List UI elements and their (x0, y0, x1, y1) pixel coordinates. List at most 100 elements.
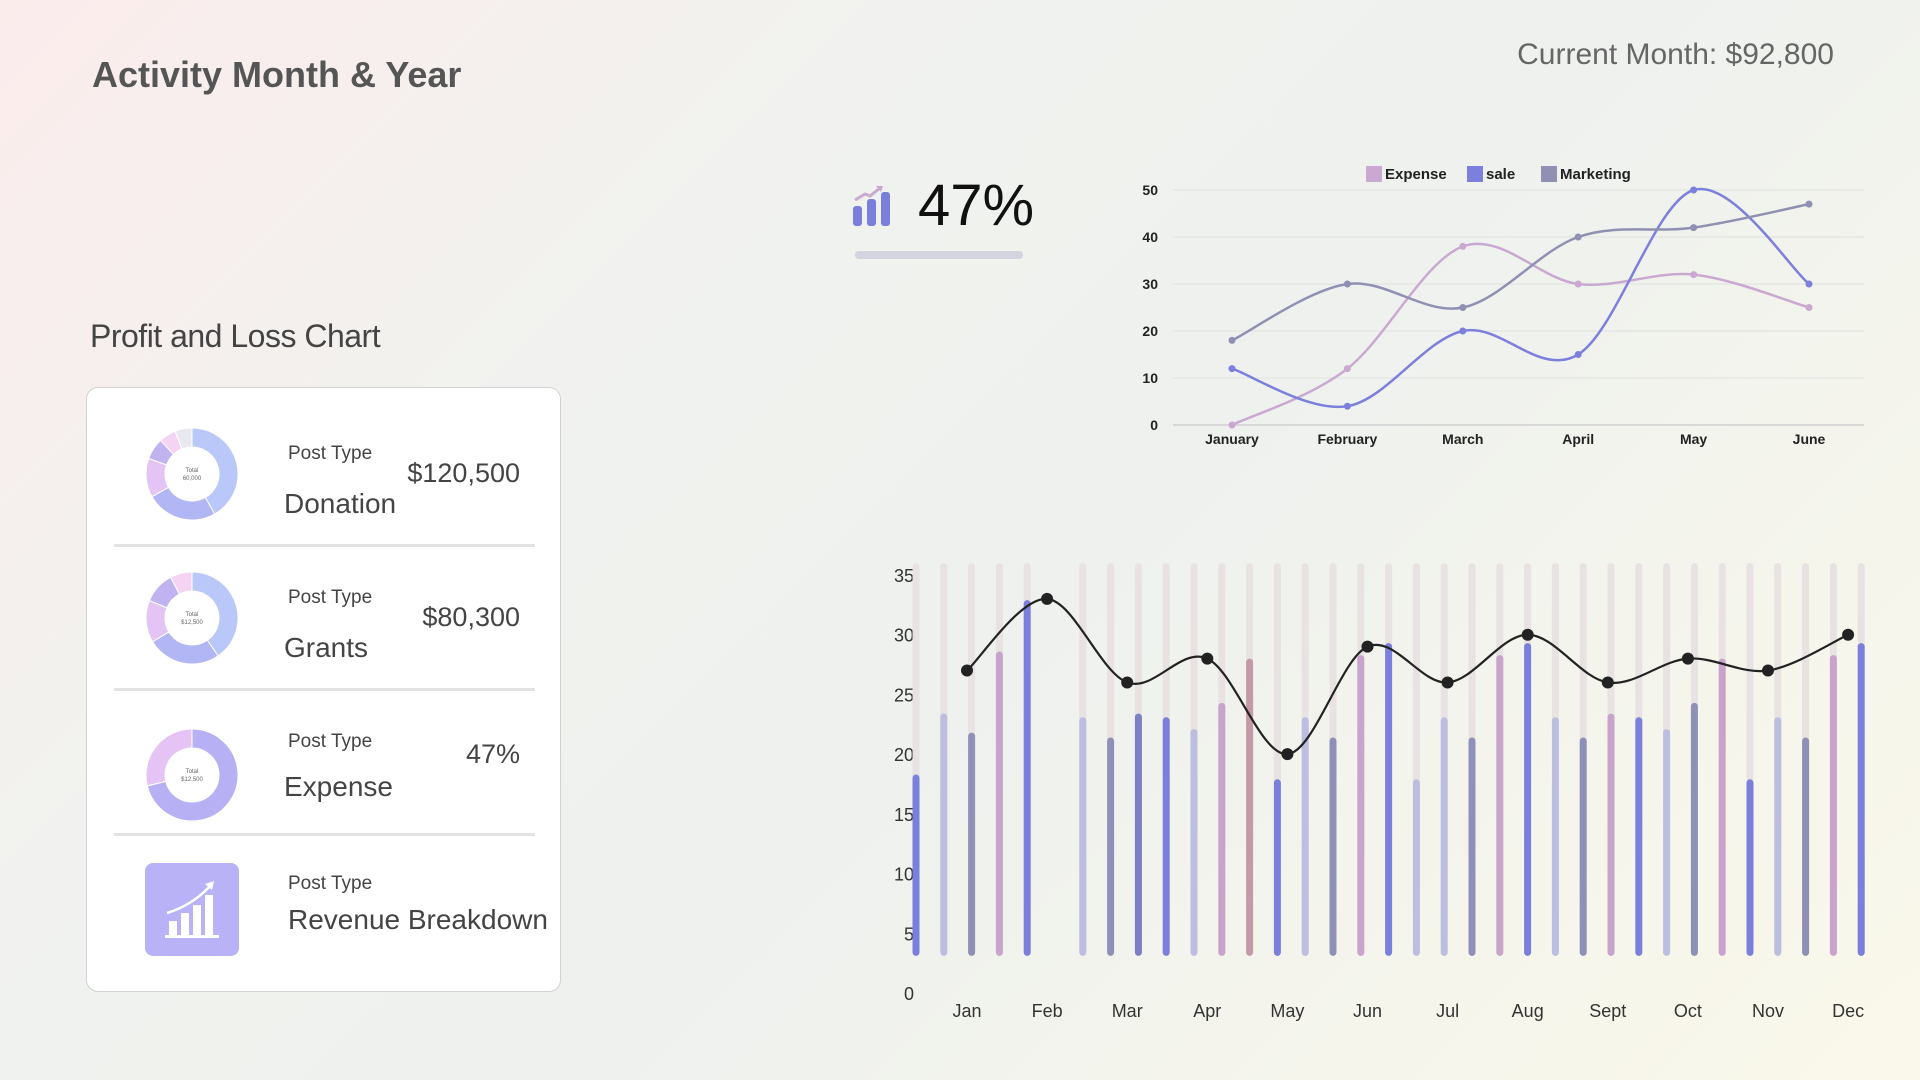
donut-total-value: 60,000 (183, 476, 202, 482)
data-point (1228, 421, 1236, 429)
trend-point (1842, 628, 1855, 641)
legend-label: Marketing (1560, 166, 1631, 183)
post-name: Revenue Breakdown (288, 904, 548, 935)
post-row-expense[interactable]: Total $12,500 Post Type Expense 47% (87, 676, 562, 822)
divider (114, 688, 535, 691)
post-type-label: Post Type (288, 587, 373, 608)
post-value: $120,500 (407, 458, 520, 488)
x-tick-label: Mar (1112, 1001, 1143, 1021)
x-tick-label: Sept (1589, 1001, 1626, 1021)
post-name: Expense (284, 771, 393, 802)
grants-donut-chart: Total $12,500 (145, 571, 239, 665)
data-point (1805, 280, 1813, 288)
data-point (1805, 200, 1813, 208)
bar-chart-trend-icon (853, 186, 890, 226)
revenue-chart-icon (145, 863, 239, 956)
donut-segment (191, 427, 239, 515)
current-month-total: Current Month: $92,800 (1517, 38, 1834, 71)
data-point (1690, 186, 1698, 194)
y-tick-label: 15 (894, 805, 914, 825)
y-tick-label: 30 (894, 626, 914, 646)
divider (114, 544, 535, 547)
donut-total-value: $12,500 (181, 777, 203, 783)
post-row-grants[interactable]: Total $12,500 Post Type Grants $80,300 (87, 532, 562, 676)
y-tick-label: 10 (1142, 370, 1158, 386)
monthly-line-chart: 0 10 20 30 40 50 January February March April May J… (1142, 166, 1864, 447)
page-title: Activity Month & Year (92, 54, 462, 95)
data-point (1343, 365, 1351, 373)
legend-swatch (1467, 166, 1483, 182)
data-point (1228, 365, 1236, 373)
donut-total-label: Total (186, 468, 199, 474)
profit-loss-card: Total 60,000 Post Type Donation $120,500 … (86, 387, 561, 992)
legend-swatch (1541, 166, 1557, 182)
x-tick-label: Jan (952, 1001, 981, 1021)
donut-segment (146, 728, 239, 822)
donut-segment (169, 571, 193, 595)
post-name: Grants (284, 632, 369, 663)
trend-point (1361, 640, 1374, 653)
data-point (1228, 336, 1236, 344)
y-tick-label: 40 (1142, 229, 1158, 245)
expense-donut-chart: Total $12,500 (145, 728, 239, 822)
donut-segment (151, 631, 219, 665)
trend-point (1681, 652, 1694, 665)
y-tick-label: 35 (894, 566, 914, 586)
donut-segment (145, 728, 193, 787)
y-tick-label: 0 (904, 984, 914, 1004)
x-tick-label: Apr (1193, 1001, 1221, 1021)
trend-point (1441, 676, 1454, 689)
data-point (1690, 224, 1698, 232)
x-tick-label: Aug (1512, 1001, 1544, 1021)
donut-segment (151, 486, 216, 521)
x-tick-label: May (1270, 1001, 1304, 1021)
post-value: 47% (465, 739, 520, 769)
x-tick-label: May (1680, 431, 1707, 447)
kpi-progress-bar (855, 251, 1023, 259)
x-tick-label: March (1442, 431, 1483, 447)
y-tick-label: 50 (1142, 182, 1158, 198)
y-tick-label: 25 (894, 685, 914, 705)
donation-donut-chart: Total 60,000 (145, 427, 239, 521)
legend-label: Expense (1385, 166, 1447, 183)
donut-segment (191, 571, 239, 657)
series-line (1231, 202, 1810, 342)
donut-total-label: Total (186, 612, 199, 618)
data-point (1805, 304, 1813, 311)
x-tick-label: Feb (1032, 1001, 1063, 1021)
x-tick-label: April (1562, 431, 1594, 447)
kpi-percent: 47% (918, 173, 1035, 238)
data-point (1459, 327, 1467, 335)
x-tick-label: Oct (1674, 1001, 1702, 1021)
post-name: Donation (284, 488, 397, 519)
x-tick-label: Jul (1436, 1001, 1459, 1021)
x-tick-label: January (1205, 431, 1259, 447)
series-line (1231, 242, 1810, 427)
post-type-label: Post Type (288, 873, 373, 894)
donut-segment (174, 427, 193, 450)
data-point (1574, 351, 1582, 358)
y-tick-label: 10 (894, 865, 914, 885)
post-type-label: Post Type (288, 443, 373, 464)
trend-point (1201, 652, 1214, 665)
x-tick-label: February (1317, 431, 1377, 447)
data-point (1574, 233, 1582, 241)
x-tick-label: Jun (1353, 1001, 1382, 1021)
profit-loss-title: Profit and Loss Chart (90, 318, 381, 354)
trend-point (1281, 748, 1294, 761)
data-point (1459, 242, 1467, 250)
trend-point (961, 664, 973, 677)
data-point (1574, 280, 1582, 288)
post-type-label: Post Type (288, 731, 373, 752)
x-tick-label: June (1793, 431, 1826, 447)
legend-swatch (1366, 166, 1382, 182)
yearly-bar-line-chart: 0 5 10 15 20 25 30 35 Jan Feb Mar Apr May Jun Jul Aug Se… (894, 563, 1865, 1021)
donut-total-label: Total (186, 769, 199, 775)
donut-total-value: $12,500 (181, 620, 203, 626)
divider (114, 833, 535, 836)
data-point (1459, 304, 1467, 311)
trend-point (1521, 628, 1534, 641)
y-tick-label: 20 (894, 745, 914, 765)
trend-point (1762, 664, 1774, 677)
post-row-donation[interactable]: Total 60,000 Post Type Donation $120,500 (87, 388, 562, 532)
